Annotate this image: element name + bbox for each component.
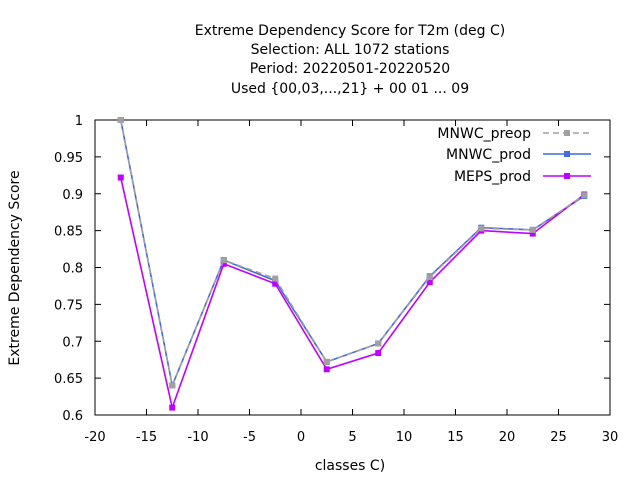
title-line-1: Extreme Dependency Score for T2m (deg C) <box>195 23 505 39</box>
x-tick-label: 25 <box>550 430 567 445</box>
data-point <box>375 340 382 347</box>
y-tick-label: 0.95 <box>54 151 83 166</box>
chart-title: Extreme Dependency Score for T2m (deg C)… <box>195 23 505 97</box>
data-point <box>169 404 176 411</box>
data-point <box>529 226 536 233</box>
legend-swatch-marker <box>564 151 570 157</box>
series-line <box>119 119 585 389</box>
y-tick-label: 0.9 <box>62 188 83 203</box>
x-tick-label: 15 <box>447 430 464 445</box>
x-tick-label: -15 <box>136 430 157 445</box>
y-tick-label: 0.8 <box>62 262 83 277</box>
y-tick-label: 0.85 <box>54 225 83 240</box>
plot-frame <box>94 119 611 416</box>
data-point <box>220 260 227 267</box>
data-point <box>426 279 433 286</box>
legend-label: MNWC_prod <box>446 147 531 163</box>
data-point <box>272 275 279 282</box>
x-tick-label: 5 <box>348 430 356 445</box>
series-layer <box>117 117 588 411</box>
x-tick-label: -5 <box>243 430 256 445</box>
legend: MNWC_preop MNWC_prod MEPS_prod <box>437 126 591 185</box>
y-tick-label: 0.65 <box>54 372 83 387</box>
legend-swatch-marker <box>564 130 570 136</box>
x-tick-label: 30 <box>602 430 619 445</box>
title-line-2: Selection: ALL 1072 stations <box>251 42 450 58</box>
y-axis: 0.6 0.65 0.7 0.75 0.8 0.85 0.9 0.95 1 <box>54 114 610 424</box>
y-tick-label: 1 <box>75 114 83 129</box>
y-tick-label: 0.7 <box>62 335 83 350</box>
data-point <box>426 274 433 281</box>
title-line-3: Period: 20220501-20220520 <box>250 61 450 77</box>
x-axis: -20 -15 -10 -5 0 5 10 15 20 25 30 <box>84 120 618 445</box>
data-point <box>375 350 382 357</box>
x-tick-label: 20 <box>499 430 516 445</box>
legend-label: MEPS_prod <box>454 169 531 185</box>
title-line-4: Used {00,03,...,21} + 00 01 ... 09 <box>231 81 469 97</box>
data-point <box>220 257 227 264</box>
y-tick-label: 0.6 <box>62 409 83 424</box>
data-point <box>529 230 536 237</box>
series-meps-prod <box>117 174 588 411</box>
series-mnwc-preop <box>117 117 588 389</box>
data-point <box>272 280 279 287</box>
x-tick-label: -10 <box>187 430 208 445</box>
x-tick-label: -20 <box>84 430 105 445</box>
data-point <box>478 225 485 232</box>
legend-item-mnwc-prod: MNWC_prod <box>446 147 591 163</box>
legend-swatch-marker <box>564 173 570 179</box>
legend-label: MNWC_preop <box>437 126 531 142</box>
data-point <box>323 358 330 365</box>
x-axis-label: classes C) <box>315 458 385 474</box>
x-tick-label: 10 <box>396 430 413 445</box>
y-tick-label: 0.75 <box>54 298 83 313</box>
series-line <box>119 177 585 411</box>
data-point <box>323 366 330 373</box>
data-point <box>117 174 124 181</box>
x-tick-label: 0 <box>297 430 305 445</box>
legend-item-meps-prod: MEPS_prod <box>454 169 591 185</box>
data-point <box>169 382 176 389</box>
y-axis-label: Extreme Dependency Score <box>7 170 23 365</box>
legend-item-mnwc-preop: MNWC_preop <box>437 126 591 142</box>
data-point <box>581 192 588 199</box>
data-point <box>117 117 124 123</box>
